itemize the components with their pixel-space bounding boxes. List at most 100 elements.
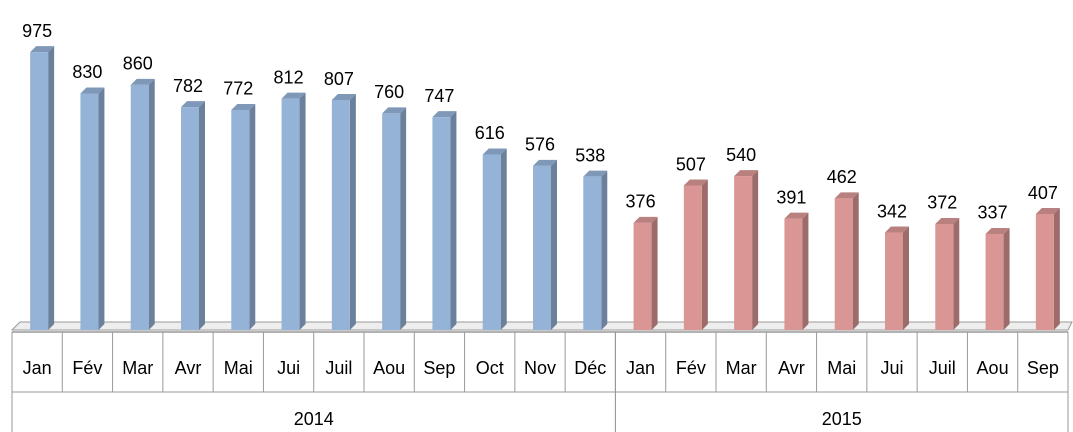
x-tick-label: Juil bbox=[929, 358, 956, 378]
bar-front bbox=[382, 113, 401, 331]
bar-front bbox=[181, 107, 199, 330]
bar-top bbox=[1035, 208, 1060, 215]
bar-side bbox=[1003, 227, 1010, 330]
x-tick-label: Mai bbox=[224, 358, 253, 378]
x-tick-label: Mai bbox=[827, 358, 856, 378]
x-tick-label: Mar bbox=[122, 358, 153, 378]
bar-top bbox=[734, 170, 759, 177]
bar-front bbox=[231, 109, 250, 330]
bar-side bbox=[199, 101, 205, 330]
bar bbox=[432, 111, 457, 330]
bar bbox=[231, 103, 256, 330]
value-label: 860 bbox=[123, 54, 153, 74]
value-label: 540 bbox=[726, 145, 756, 165]
bar bbox=[935, 217, 960, 330]
bar-side bbox=[802, 212, 809, 330]
value-label: 507 bbox=[676, 154, 706, 174]
bar-side bbox=[551, 159, 557, 330]
x-tick-label: Avr bbox=[778, 358, 805, 378]
bar-top bbox=[683, 179, 708, 186]
value-label: 760 bbox=[374, 82, 404, 102]
bar-top bbox=[181, 101, 205, 108]
group-label: 2014 bbox=[294, 409, 334, 429]
bar-side bbox=[500, 148, 507, 330]
x-tick-label: Fév bbox=[676, 358, 706, 378]
bar-front bbox=[331, 100, 350, 330]
bar-front bbox=[784, 218, 803, 330]
bar-top bbox=[231, 103, 256, 110]
x-tick-label: Juil bbox=[325, 358, 352, 378]
bar-top bbox=[130, 78, 155, 85]
bar-top bbox=[885, 226, 909, 233]
value-label: 372 bbox=[927, 193, 957, 213]
bar-front bbox=[734, 176, 753, 330]
bar-top bbox=[633, 216, 658, 223]
x-tick-label: Fév bbox=[72, 358, 102, 378]
bar bbox=[331, 94, 356, 330]
bar-front bbox=[633, 222, 652, 330]
x-tick-label: Aou bbox=[977, 358, 1009, 378]
bar-top bbox=[935, 217, 960, 224]
value-label: 376 bbox=[626, 192, 656, 212]
value-label: 812 bbox=[274, 67, 304, 87]
bar bbox=[533, 159, 557, 330]
bar-side bbox=[349, 94, 356, 330]
bar-top bbox=[784, 212, 809, 219]
bar-side bbox=[48, 46, 55, 330]
value-label: 807 bbox=[324, 69, 354, 89]
value-label: 975 bbox=[22, 21, 52, 41]
bar-front bbox=[533, 165, 551, 330]
bar bbox=[985, 227, 1010, 330]
bar-front bbox=[80, 93, 99, 330]
x-tick-label: Avr bbox=[175, 358, 202, 378]
bar bbox=[181, 101, 205, 330]
x-tick-label: Jui bbox=[277, 358, 300, 378]
x-tick-label: Aou bbox=[373, 358, 405, 378]
x-tick-label: Sep bbox=[423, 358, 455, 378]
bar-front bbox=[583, 176, 602, 330]
bar-top bbox=[834, 192, 859, 199]
bar-front bbox=[432, 117, 451, 330]
bar-side bbox=[852, 192, 859, 330]
bar-front bbox=[985, 233, 1004, 330]
bar-side bbox=[98, 87, 105, 330]
bar-front bbox=[281, 98, 300, 330]
bar-side bbox=[601, 170, 608, 330]
bar bbox=[734, 170, 759, 330]
bar-top bbox=[30, 46, 55, 53]
value-label: 747 bbox=[424, 86, 454, 106]
x-tick-label: Jan bbox=[23, 358, 52, 378]
bar bbox=[834, 192, 859, 330]
bar-side bbox=[651, 216, 658, 330]
bar bbox=[281, 92, 306, 330]
bar-top bbox=[533, 159, 557, 166]
bar-side bbox=[148, 78, 155, 331]
bar bbox=[30, 46, 55, 330]
x-tick-label: Jan bbox=[626, 358, 655, 378]
bar-side bbox=[1053, 208, 1060, 330]
bar-top bbox=[583, 170, 608, 177]
x-tick-label: Mar bbox=[726, 358, 757, 378]
bar-side bbox=[450, 111, 457, 330]
bar-front bbox=[482, 154, 501, 330]
bar bbox=[80, 87, 105, 330]
x-tick-label: Sep bbox=[1027, 358, 1059, 378]
bar-side bbox=[752, 170, 759, 330]
value-label: 772 bbox=[223, 79, 253, 99]
bar-top bbox=[382, 107, 407, 114]
bar-front bbox=[935, 223, 954, 330]
bar-front bbox=[683, 185, 702, 330]
value-label: 616 bbox=[475, 123, 505, 143]
bar-front bbox=[885, 232, 903, 330]
bar bbox=[1035, 208, 1060, 330]
x-tick-label: Nov bbox=[524, 358, 556, 378]
bar-top bbox=[80, 87, 105, 94]
bar-side bbox=[953, 217, 960, 330]
value-label: 576 bbox=[525, 135, 555, 155]
bar-side bbox=[701, 179, 708, 330]
bar-front bbox=[30, 52, 49, 330]
bar bbox=[683, 179, 708, 330]
bar bbox=[633, 216, 658, 330]
value-label: 337 bbox=[978, 203, 1008, 223]
